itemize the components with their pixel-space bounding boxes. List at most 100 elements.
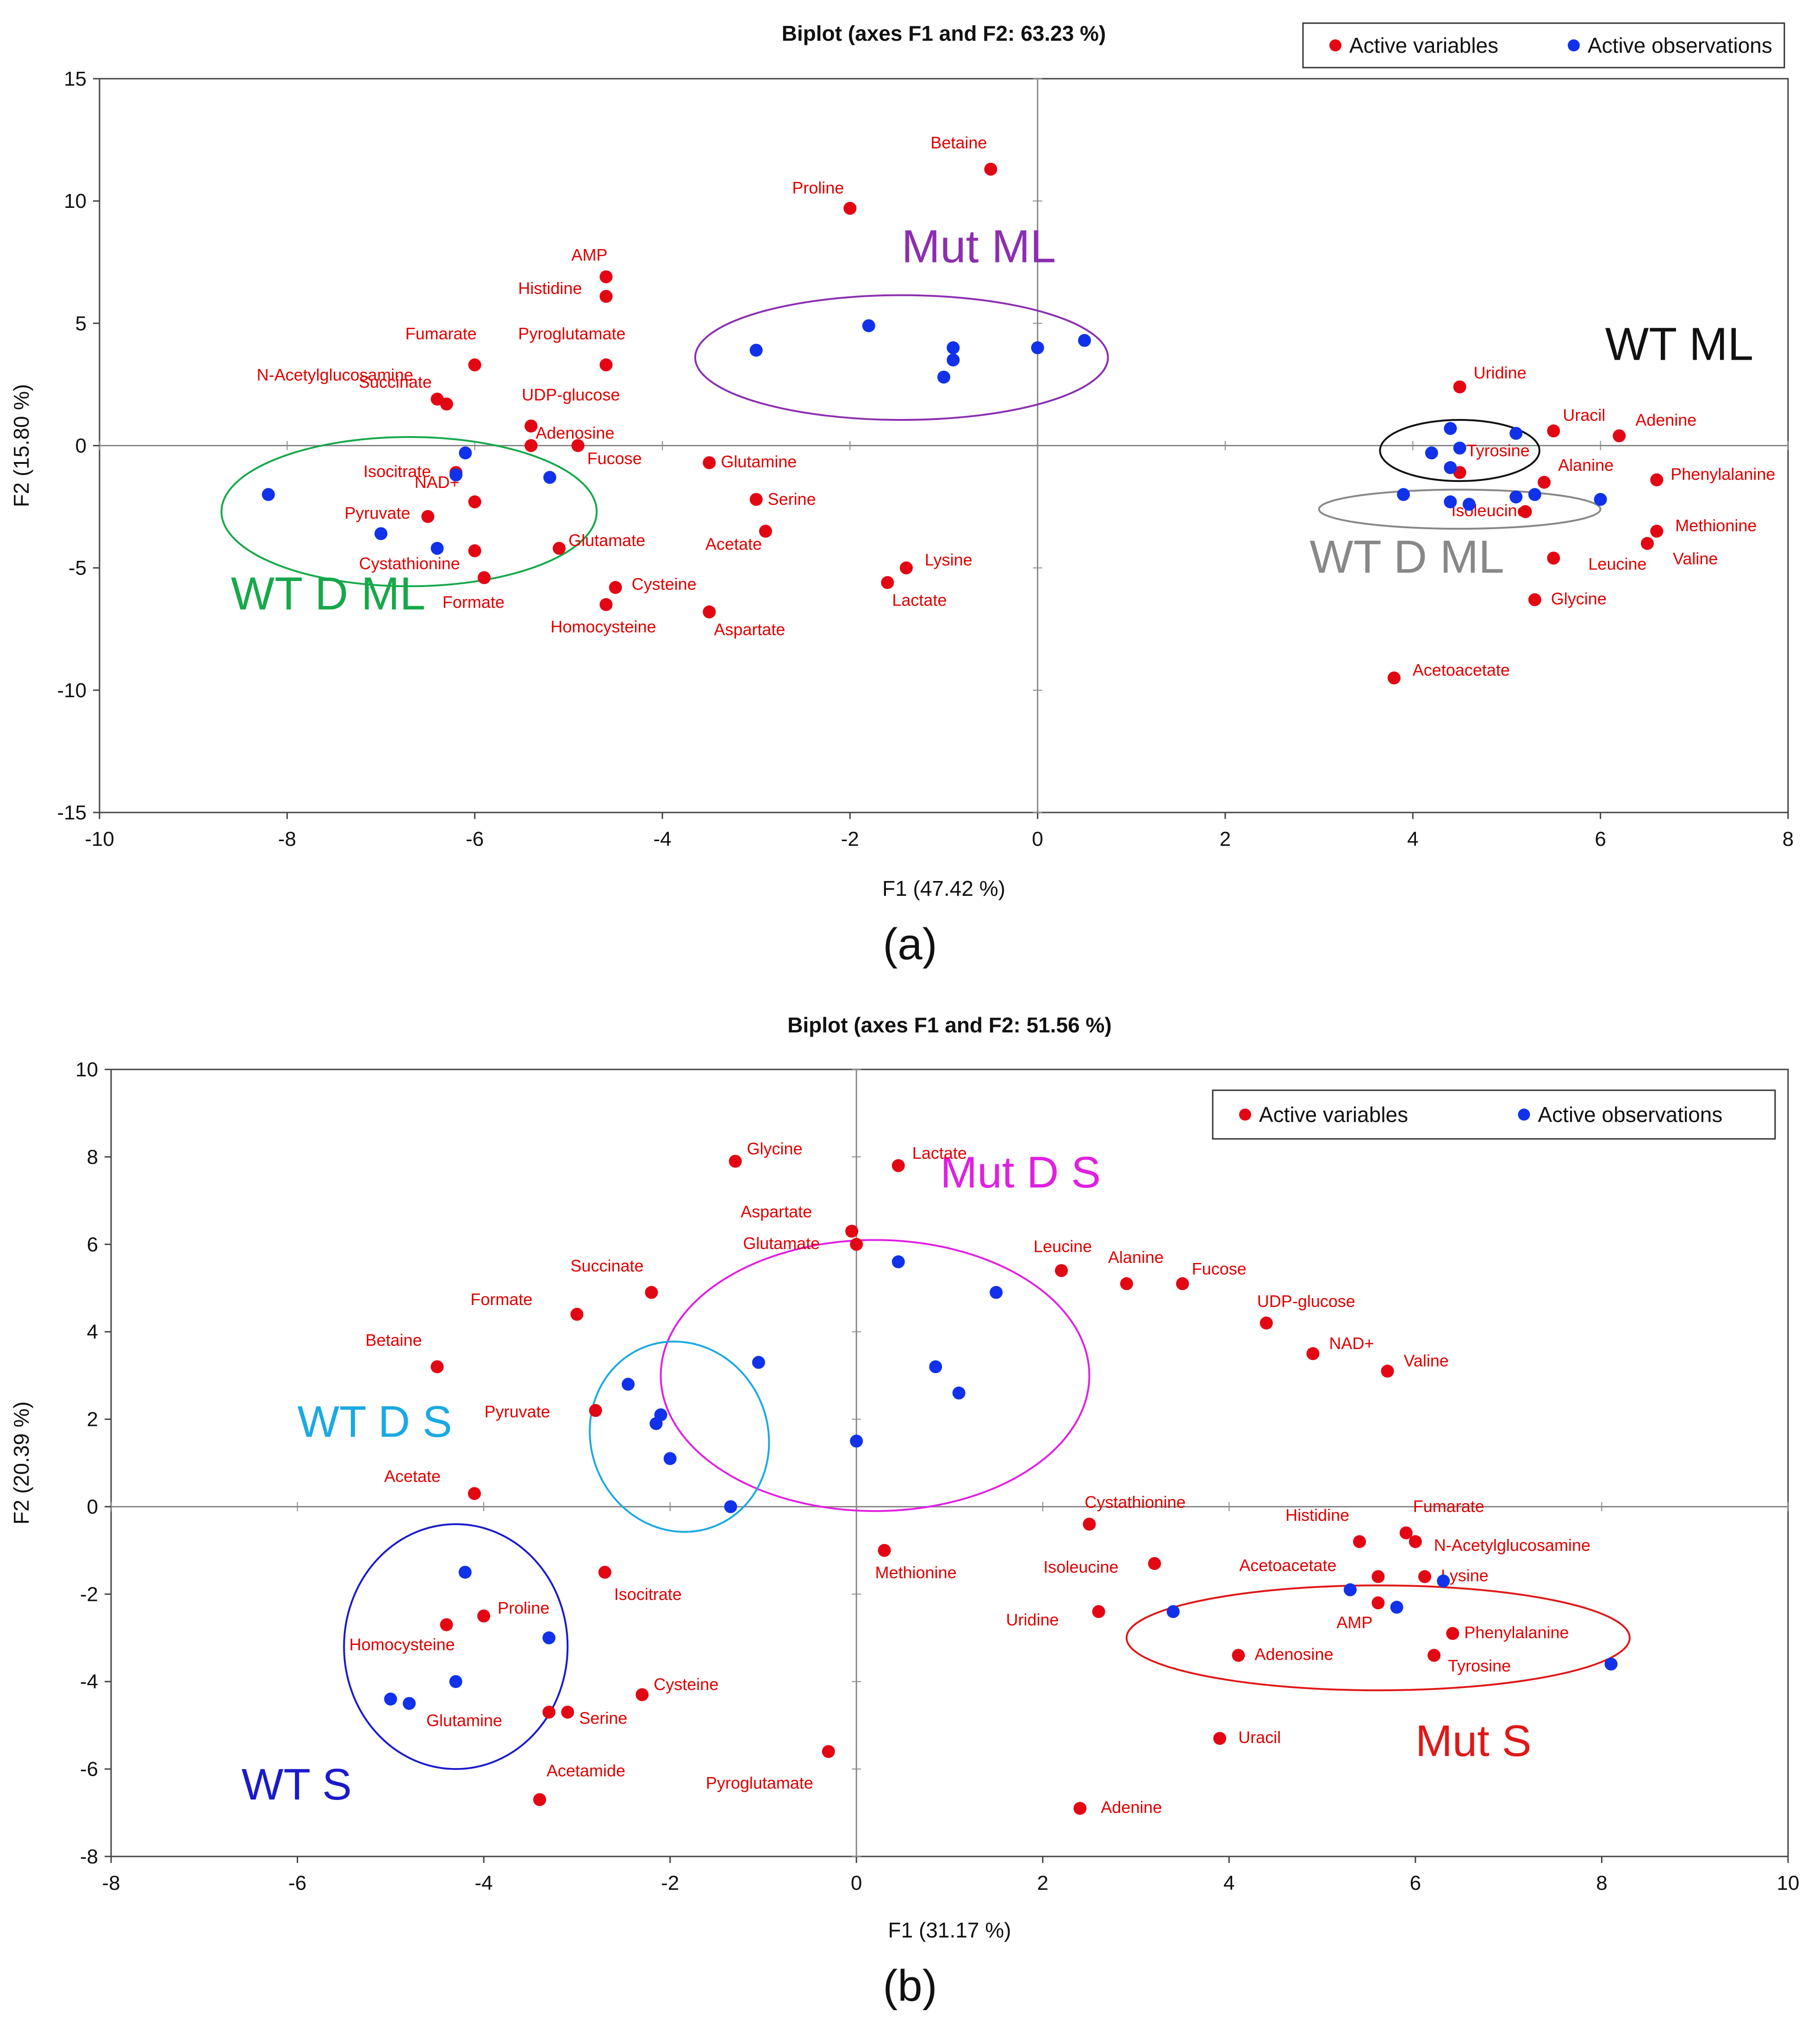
variable-point bbox=[477, 571, 491, 584]
y-tick-label: -6 bbox=[80, 1758, 98, 1781]
variable-point bbox=[1547, 551, 1560, 565]
variable-label: Valine bbox=[1404, 1351, 1449, 1370]
variable-label: Alanine bbox=[1558, 456, 1614, 475]
variable-point bbox=[1306, 1347, 1320, 1360]
x-tick-label: 8 bbox=[1783, 828, 1794, 850]
variable-point bbox=[468, 358, 481, 372]
observation-point bbox=[952, 1386, 966, 1400]
variable-point bbox=[1418, 1570, 1432, 1583]
variable-label: Lactate bbox=[892, 590, 947, 609]
observation-point bbox=[1453, 441, 1466, 455]
variable-label: Histidine bbox=[518, 279, 582, 298]
variable-label: Lactate bbox=[912, 1144, 967, 1162]
variable-label: N-Acetylglucosamine bbox=[1434, 1536, 1590, 1555]
variable-point bbox=[1371, 1570, 1385, 1583]
y-tick-label: -2 bbox=[80, 1583, 98, 1606]
variable-label: Uracil bbox=[1563, 406, 1605, 425]
observation-point bbox=[1509, 427, 1523, 440]
variable-point bbox=[421, 510, 435, 523]
observation-point bbox=[1444, 422, 1457, 435]
group-ellipse bbox=[1318, 488, 1602, 530]
observation-point bbox=[663, 1452, 677, 1465]
variable-point bbox=[645, 1286, 658, 1299]
observation-point bbox=[862, 319, 875, 332]
variable-point bbox=[703, 605, 716, 619]
variable-point bbox=[1387, 671, 1401, 685]
panel-label-a: (a) bbox=[883, 919, 937, 969]
chart-title: Biplot (axes F1 and F2: 51.56 %) bbox=[787, 1013, 1111, 1037]
variable-label: Glutamine bbox=[426, 1711, 502, 1730]
y-tick-label: 0 bbox=[87, 1495, 98, 1518]
observation-point bbox=[937, 370, 950, 384]
x-tick-label: -2 bbox=[661, 1872, 679, 1894]
observation-point bbox=[752, 1356, 765, 1369]
variable-point bbox=[1371, 1596, 1385, 1610]
variable-label: Lysine bbox=[925, 550, 972, 569]
observation-point bbox=[947, 353, 960, 367]
variable-label: Succinate bbox=[570, 1256, 643, 1275]
y-tick-label: 6 bbox=[87, 1233, 98, 1256]
variable-label: Aspartate bbox=[714, 620, 785, 639]
variable-label: Acetate bbox=[384, 1467, 441, 1486]
chart-title: Biplot (axes F1 and F2: 63.23 %) bbox=[782, 21, 1106, 45]
variable-point bbox=[570, 1307, 584, 1321]
variable-point bbox=[843, 202, 857, 215]
legend-observation-marker bbox=[1568, 39, 1580, 51]
variable-label: Formate bbox=[443, 593, 505, 612]
variable-point bbox=[822, 1745, 835, 1758]
variable-label: Serine bbox=[579, 1708, 627, 1727]
observation-point bbox=[929, 1360, 942, 1374]
observation-point bbox=[724, 1500, 737, 1513]
variable-point bbox=[468, 544, 481, 557]
variable-label: Fucose bbox=[587, 449, 642, 468]
variable-label: Tyrosine bbox=[1448, 1656, 1511, 1675]
observation-point bbox=[543, 471, 556, 484]
variable-label: NAD+ bbox=[1329, 1334, 1374, 1353]
x-tick-label: -4 bbox=[653, 828, 671, 850]
variable-point bbox=[609, 581, 622, 594]
variable-label: Pyruvate bbox=[485, 1402, 550, 1421]
observation-point bbox=[374, 527, 387, 540]
legend-variable-marker bbox=[1239, 1108, 1251, 1121]
variable-label: Histidine bbox=[1285, 1506, 1349, 1525]
variable-label: Methionine bbox=[875, 1563, 957, 1582]
x-tick-label: 6 bbox=[1595, 828, 1606, 850]
observation-point bbox=[891, 1255, 905, 1269]
observation-point bbox=[1604, 1657, 1618, 1671]
observation-point bbox=[622, 1378, 635, 1391]
x-tick-label: 10 bbox=[1777, 1872, 1800, 1894]
group-ellipse bbox=[343, 1523, 569, 1770]
variable-point bbox=[1650, 473, 1664, 487]
group-label: WT ML bbox=[1605, 319, 1753, 370]
variable-point bbox=[850, 1237, 863, 1251]
variable-point bbox=[1353, 1535, 1366, 1548]
variable-point bbox=[729, 1155, 742, 1168]
variable-label: Acetamide bbox=[547, 1761, 625, 1780]
variable-label: Glycine bbox=[1551, 589, 1607, 608]
observation-point bbox=[1437, 1575, 1450, 1587]
observation-point bbox=[262, 488, 275, 501]
group-ellipse bbox=[694, 294, 1109, 421]
x-tick-label: 0 bbox=[851, 1872, 862, 1894]
panel-label-b: (b) bbox=[883, 1961, 937, 2011]
variable-point bbox=[1381, 1364, 1394, 1378]
variable-label: N-Acetylglucosamine bbox=[257, 365, 413, 384]
variable-point bbox=[1259, 1316, 1273, 1330]
y-axis-label: F2 (15.80 %) bbox=[9, 384, 33, 507]
y-tick-label: -10 bbox=[57, 679, 87, 702]
variable-label: Homocysteine bbox=[349, 1635, 455, 1654]
variable-point bbox=[1641, 537, 1654, 550]
variable-point bbox=[467, 1487, 481, 1500]
variable-label: Formate bbox=[470, 1290, 532, 1309]
variable-label: Proline bbox=[498, 1599, 549, 1618]
variable-point bbox=[1083, 1518, 1096, 1531]
plot-frame bbox=[110, 1069, 1789, 1857]
variable-label: Betaine bbox=[930, 133, 987, 152]
observation-point bbox=[430, 542, 444, 555]
variable-label: Glutamate bbox=[568, 531, 645, 550]
observation-point bbox=[850, 1434, 863, 1448]
variable-point bbox=[524, 439, 538, 452]
variable-label: Adenine bbox=[1101, 1798, 1162, 1817]
y-tick-label: 4 bbox=[87, 1321, 98, 1344]
legend-observation-label: Active observations bbox=[1538, 1103, 1723, 1127]
